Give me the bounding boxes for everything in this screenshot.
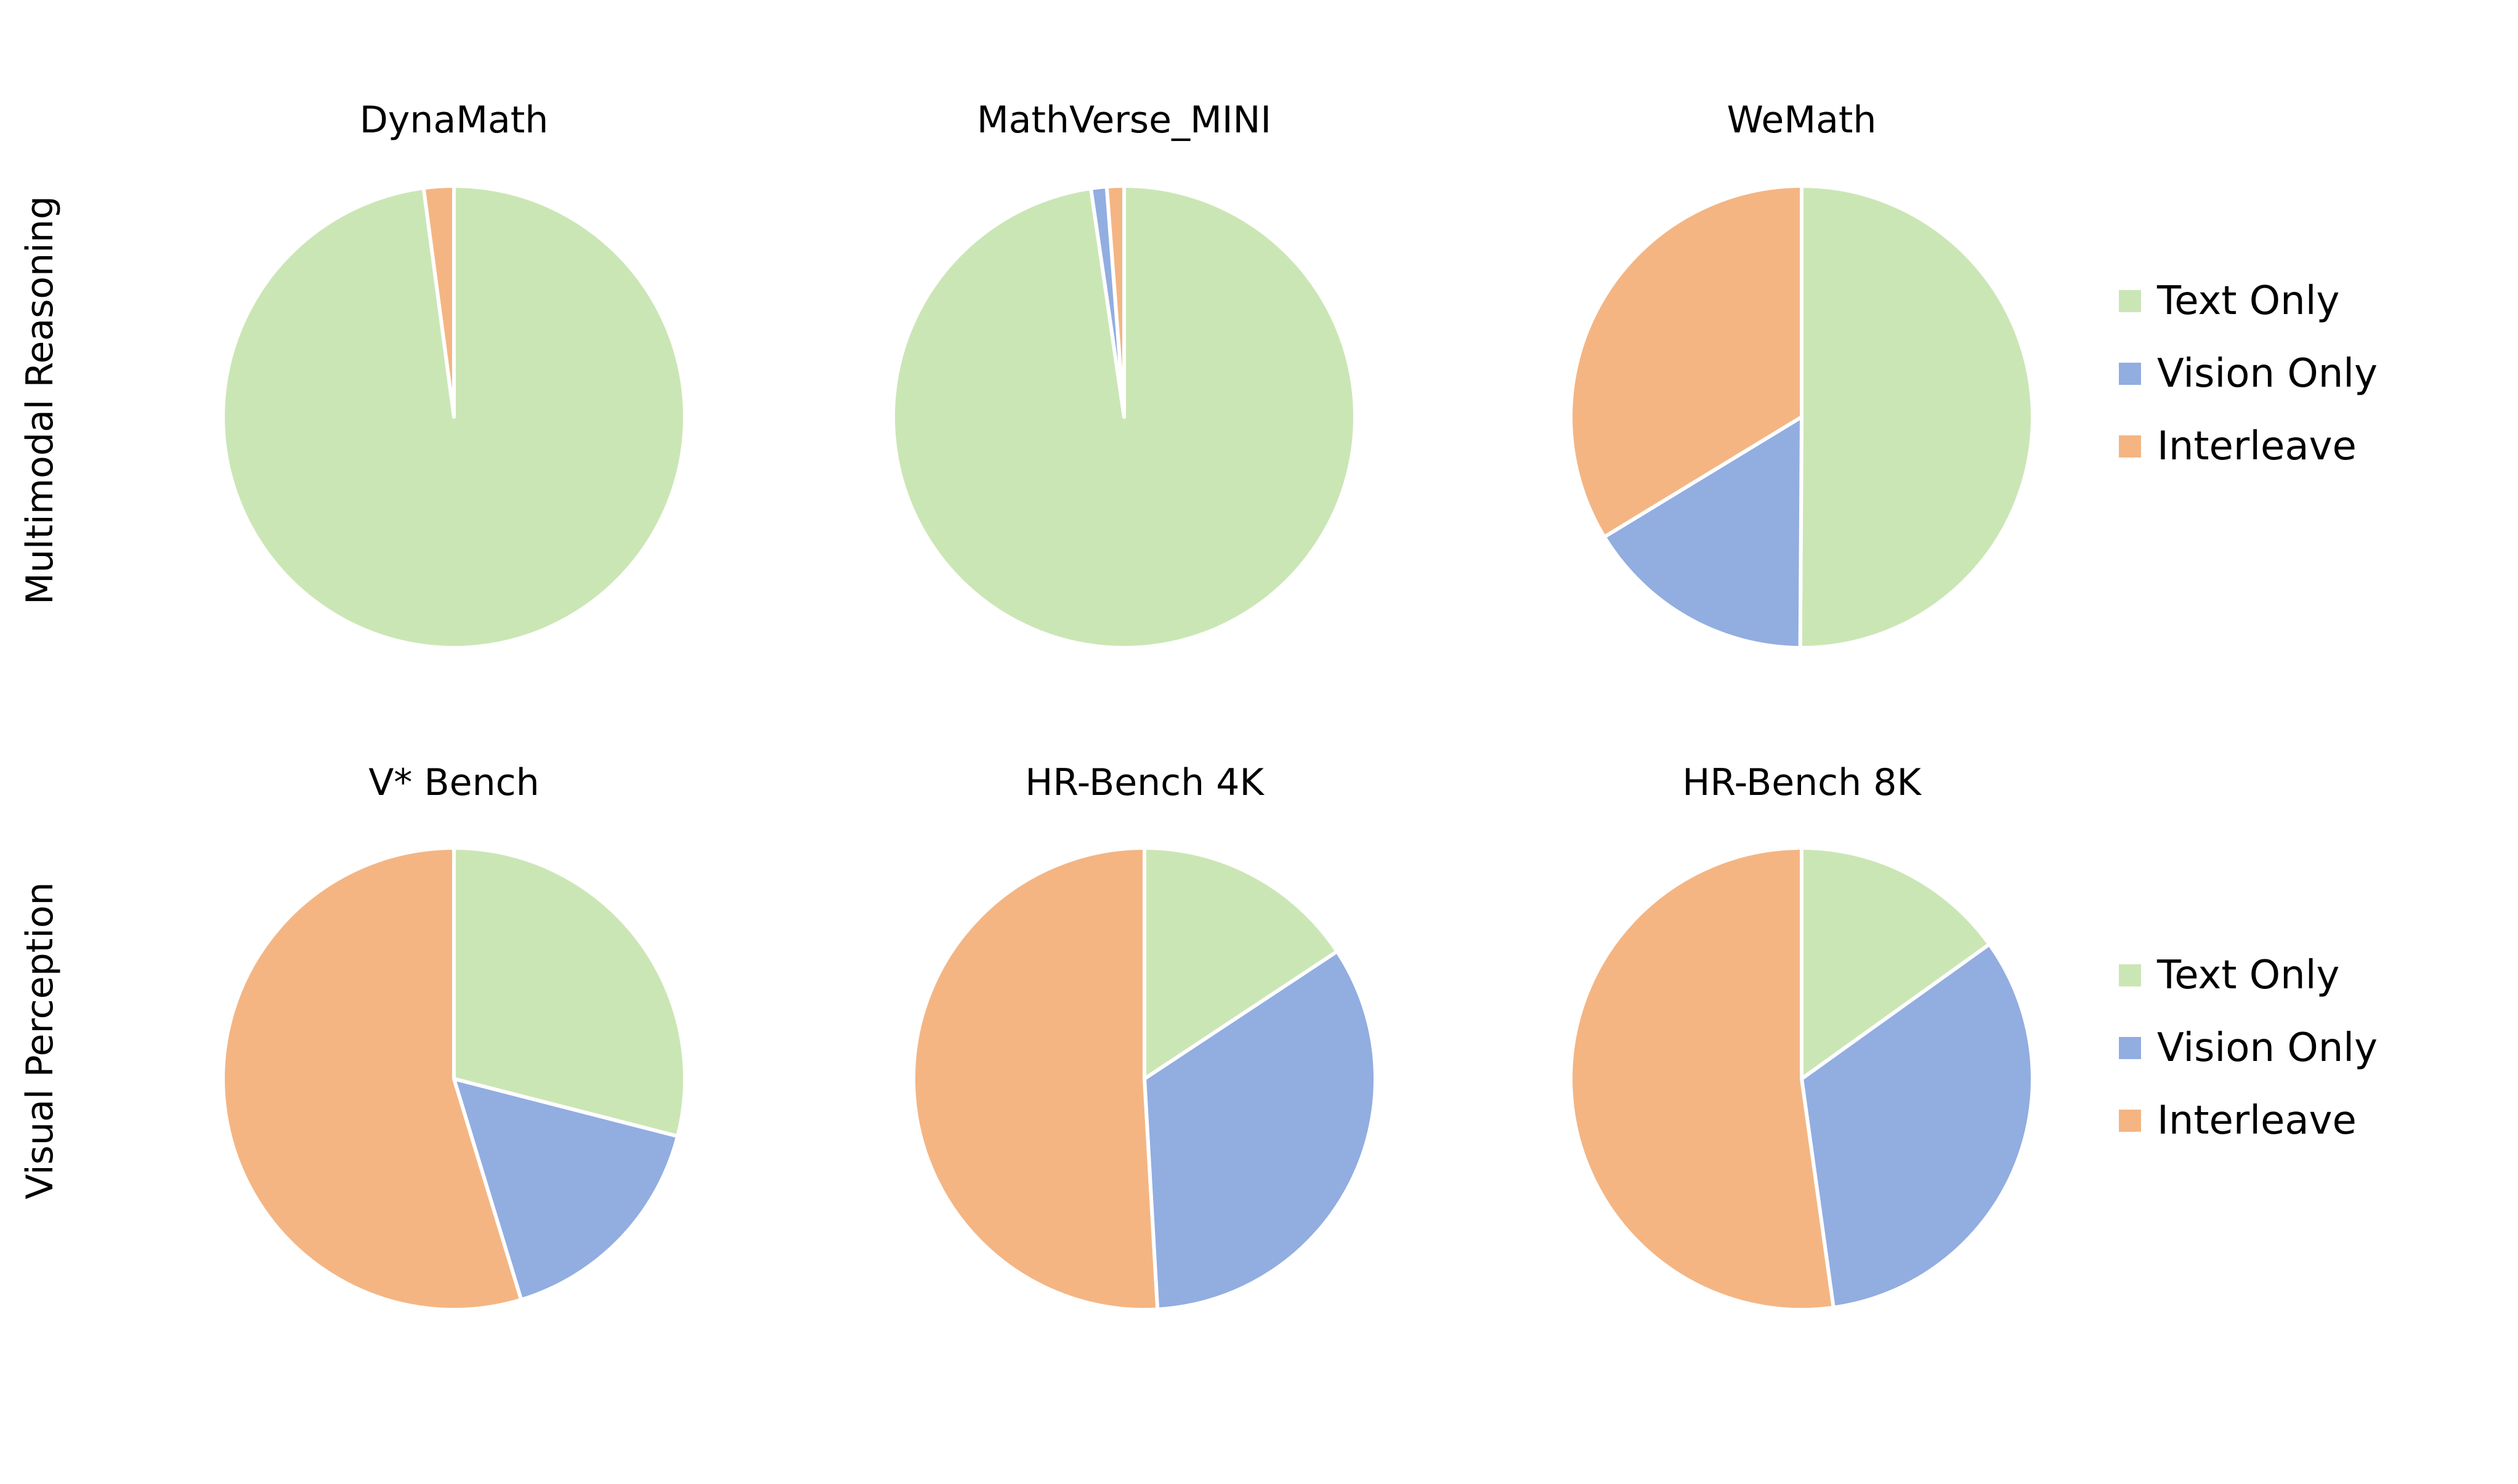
pie-slice-interleave [912, 846, 1160, 1312]
swatch-interleave [2119, 435, 2141, 458]
pie-slice-interleave [1569, 846, 1836, 1312]
row-label-multimodal-reasoning: Multimodal Reasoning [18, 196, 62, 605]
pie-slice-interleave [1104, 184, 1126, 419]
swatch-vision-only [2119, 1037, 2141, 1059]
swatch-interleave [2119, 1110, 2141, 1132]
pie-slice-text-only [1800, 846, 1991, 1081]
pie-slice-text-only [452, 846, 687, 1139]
pie-slice-interleave [221, 846, 524, 1312]
pie-title-wemath: WeMath [1727, 99, 1877, 142]
swatch-text-only [2119, 964, 2141, 986]
pie-slice-interleave [421, 184, 456, 419]
row-label-visual-perception: Visual Perception [18, 882, 62, 1200]
pie-slice-vision-only [1602, 415, 1803, 650]
legend-item-vision-only: Vision Only [2119, 1012, 2378, 1084]
pie-chart-mathverse [891, 184, 1357, 650]
legend-bottom: Text Only Vision Only Interleave [2119, 939, 2378, 1157]
legend-item-text-only: Text Only [2119, 265, 2378, 337]
legend-top: Text Only Vision Only Interleave [2119, 265, 2378, 483]
pie-slice-text-only [1798, 184, 2034, 650]
pie-chart-wemath [1569, 184, 2034, 650]
pie-slice-vision-only [1800, 942, 2034, 1310]
pie-chart-dynamath [221, 184, 687, 650]
pie-slice-text-only [1143, 846, 1339, 1081]
legend-item-text-only: Text Only [2119, 939, 2378, 1012]
pie-chart-hrbench-8k [1569, 846, 2034, 1312]
legend-item-interleave: Interleave [2119, 1084, 2378, 1157]
swatch-text-only [2119, 290, 2141, 312]
pie-slice-vision-only [452, 1077, 680, 1302]
pie-title-hrbench-4k: HR-Bench 4K [1025, 761, 1264, 804]
pie-chart-vstar [221, 846, 687, 1312]
pie-slice-interleave [1569, 184, 1803, 539]
pie-title-mathverse: MathVerse_MINI [976, 99, 1272, 142]
pie-title-dynamath: DynaMath [359, 99, 549, 142]
pie-title-vstar: V* Bench [368, 761, 540, 804]
legend-item-interleave: Interleave [2119, 410, 2378, 483]
legend-item-vision-only: Vision Only [2119, 337, 2378, 410]
pie-chart-hrbench-4k [912, 846, 1377, 1312]
pie-title-hrbench-8k: HR-Bench 8K [1682, 761, 1921, 804]
pie-slice-vision-only [1143, 950, 1377, 1312]
swatch-vision-only [2119, 363, 2141, 385]
